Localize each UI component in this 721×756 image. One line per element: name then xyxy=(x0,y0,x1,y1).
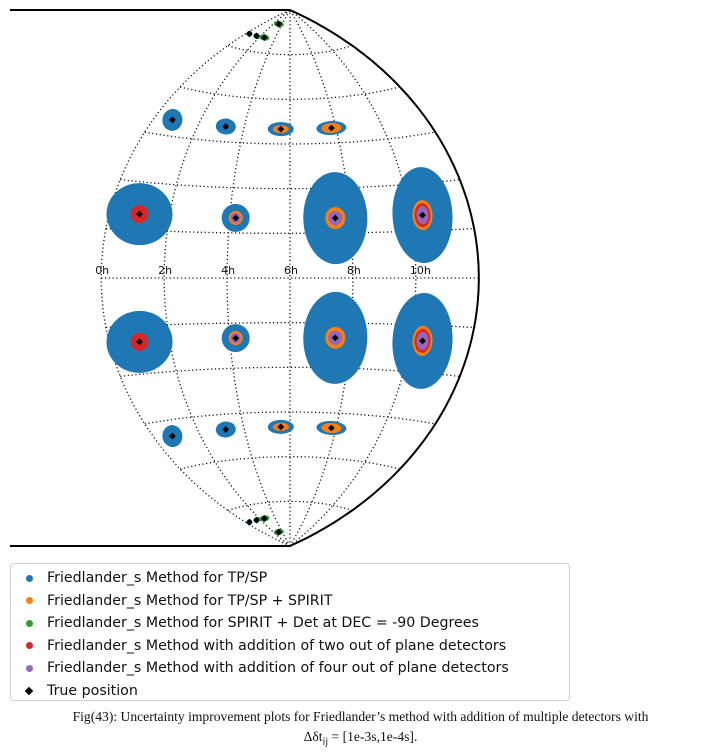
x-tick-label: 10h xyxy=(410,264,431,277)
caption-line-1: Fig(43): Uncertainty improvement plots f… xyxy=(0,707,721,727)
caption-line-2: Δδtij = [1e-3s,1e-4s]. xyxy=(0,727,721,753)
x-tick-label: 4h xyxy=(221,264,235,277)
grid-lines xyxy=(101,10,479,546)
x-tick-label: 6h xyxy=(284,264,298,277)
legend-item-tpsp: Friedlander_s Method for TP/SP xyxy=(11,567,569,590)
legend-label: True position xyxy=(47,683,138,699)
legend-marker-diamond xyxy=(25,687,33,695)
parallel-gridline xyxy=(228,501,352,510)
caption-delta: Δδt xyxy=(304,729,323,744)
x-tick-label: 8h xyxy=(347,264,361,277)
parallel-gridline xyxy=(228,46,352,55)
legend-marker-purple xyxy=(26,665,33,672)
true-position-marker xyxy=(246,30,253,37)
legend-label: Friedlander_s Method for TP/SP xyxy=(47,570,267,586)
legend-item-four-detectors: Friedlander_s Method with addition of fo… xyxy=(11,657,569,680)
x-tick-label: 0h xyxy=(95,264,109,277)
legend-label: Friedlander_s Method with addition of tw… xyxy=(47,638,506,654)
legend-marker-green xyxy=(26,620,33,627)
legend-label: Friedlander_s Method for TP/SP + SPIRIT xyxy=(47,593,333,609)
legend-label: Friedlander_s Method with addition of fo… xyxy=(47,660,509,676)
legend-item-spirit-det: Friedlander_s Method for SPIRIT + Det at… xyxy=(11,612,569,635)
x-tick-labels: 0h 2h 4h 6h 8h 10h xyxy=(95,264,431,277)
legend-marker-blue xyxy=(26,575,33,582)
legend-item-true-position: True position xyxy=(11,680,569,703)
true-position-marker xyxy=(246,519,253,526)
figure-caption: Fig(43): Uncertainty improvement plots f… xyxy=(0,707,721,753)
legend-item-two-detectors: Friedlander_s Method with addition of tw… xyxy=(11,635,569,658)
projection-boundary xyxy=(10,10,479,546)
x-tick-label: 2h xyxy=(158,264,172,277)
legend-label: Friedlander_s Method for SPIRIT + Det at… xyxy=(47,615,479,631)
legend-marker-orange xyxy=(26,597,33,604)
legend-item-tpsp-spirit: Friedlander_s Method for TP/SP + SPIRIT xyxy=(11,590,569,613)
sky-map-plot: 0h 2h 4h 6h 8h 10h xyxy=(0,0,721,560)
caption-range: = [1e-3s,1e-4s]. xyxy=(328,729,417,744)
legend-marker-red xyxy=(26,642,33,649)
legend: Friedlander_s Method for TP/SP Friedland… xyxy=(10,563,570,701)
